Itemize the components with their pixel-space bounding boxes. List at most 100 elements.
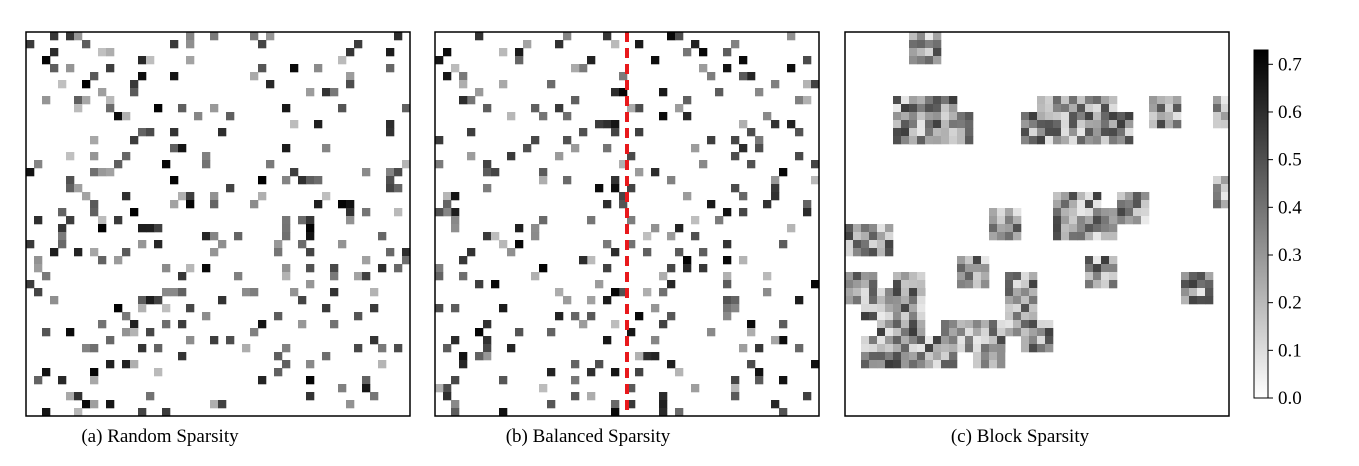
heatmap-cell — [1053, 232, 1062, 241]
heatmap-cell — [42, 96, 51, 105]
heatmap-cell — [146, 56, 155, 65]
heatmap-cells-balanced — [435, 32, 820, 417]
heatmap-cell — [691, 144, 700, 153]
heatmap-cell — [483, 160, 492, 169]
heatmap-cell — [917, 304, 926, 313]
heatmap-cell — [861, 272, 870, 281]
heatmap-cell — [1093, 232, 1102, 241]
heatmap-cell — [885, 304, 894, 313]
heatmap-cell — [901, 312, 910, 321]
heatmap-cell — [362, 272, 371, 281]
heatmap-cell — [869, 248, 878, 257]
heatmap-cell — [877, 288, 886, 297]
heatmap-cell — [579, 320, 588, 329]
heatmap-cell — [989, 344, 998, 353]
heatmap-cell — [82, 192, 91, 201]
heatmap-cell — [451, 208, 460, 217]
heatmap-cell — [290, 64, 299, 73]
heatmap-cell — [90, 136, 99, 145]
heatmap-cell — [435, 208, 444, 217]
heatmap-cell — [917, 288, 926, 297]
heatmap-cell — [893, 344, 902, 353]
heatmap-cell — [1013, 272, 1022, 281]
heatmap-cell — [611, 128, 620, 137]
heatmap-cell — [443, 384, 452, 393]
heatmap-cell — [218, 128, 227, 137]
heatmap-cell — [130, 88, 139, 97]
heatmap-cell — [595, 280, 604, 289]
heatmap-cell — [186, 200, 195, 209]
heatmap-cell — [909, 128, 918, 137]
heatmap-cell — [330, 320, 339, 329]
heatmap-cell — [619, 72, 628, 81]
heatmap-cell — [1061, 128, 1070, 137]
heatmap-cell — [459, 352, 468, 361]
heatmap-cell — [1109, 272, 1118, 281]
heatmap-cell — [258, 176, 267, 185]
heatmap-cell — [122, 192, 131, 201]
heatmap-cell — [274, 248, 283, 257]
heatmap-cell — [82, 96, 91, 105]
heatmap-cell — [443, 392, 452, 401]
heatmap-cell — [1045, 336, 1054, 345]
panel-random-sparsity: (a) Random Sparsity — [25, 31, 411, 447]
heatmap-cell — [893, 304, 902, 313]
heatmap-cell — [218, 240, 227, 249]
heatmap-cell — [451, 408, 460, 417]
heatmap-cell — [314, 176, 323, 185]
heatmap-cell — [1109, 208, 1118, 217]
heatmap-cell — [853, 296, 862, 305]
heatmap-cell — [58, 224, 67, 233]
heatmap-cell — [909, 112, 918, 121]
heatmap-cell — [547, 400, 556, 409]
heatmap-cell — [925, 120, 934, 129]
heatmap-cell — [739, 120, 748, 129]
heatmap-cell — [587, 216, 596, 225]
heatmap-cell — [402, 160, 411, 169]
heatmap-cell — [739, 192, 748, 201]
heatmap-cell — [346, 216, 355, 225]
heatmap-cell — [1125, 136, 1134, 145]
heatmap-cell — [877, 224, 886, 233]
heatmap-cell — [723, 304, 732, 313]
heatmap-cell — [523, 144, 532, 153]
heatmap-cell — [138, 128, 147, 137]
heatmap-cell — [651, 56, 660, 65]
heatmap-cell — [42, 328, 51, 337]
heatmap-cell — [869, 224, 878, 233]
heatmap-cell — [933, 48, 942, 57]
heatmap-cell — [997, 360, 1006, 369]
heatmap-cell — [941, 328, 950, 337]
heatmap-cell — [394, 32, 403, 41]
heatmap-cell — [26, 168, 35, 177]
heatmap-cell — [106, 48, 115, 57]
heatmap-cell — [683, 48, 692, 57]
heatmap-cell — [1093, 96, 1102, 105]
heatmap-cell — [1045, 96, 1054, 105]
heatmap-cell — [917, 136, 926, 145]
heatmap-cell — [989, 336, 998, 345]
heatmap-cell — [330, 88, 339, 97]
heatmap-cell — [1093, 216, 1102, 225]
heatmap-cell — [909, 360, 918, 369]
heatmap-cell — [1021, 112, 1030, 121]
heatmap-cell — [981, 328, 990, 337]
heatmap-cell — [917, 40, 926, 49]
heatmap-cell — [917, 320, 926, 329]
heatmap-cell — [1077, 128, 1086, 137]
heatmap-cell — [925, 360, 934, 369]
heatmap-cell — [933, 360, 942, 369]
heatmap-cell — [731, 40, 740, 49]
heatmap-cell — [258, 376, 267, 385]
heatmap-cell — [1077, 224, 1086, 233]
heatmap-cell — [901, 328, 910, 337]
heatmap-cell — [298, 320, 307, 329]
heatmap-cell — [973, 352, 982, 361]
heatmap-cell — [66, 152, 75, 161]
heatmap-cell — [925, 48, 934, 57]
heatmap-cell — [1085, 256, 1094, 265]
heatmap-cell — [346, 80, 355, 89]
heatmap-cell — [901, 128, 910, 137]
heatmap-cell — [194, 112, 203, 121]
heatmap-cell — [1085, 264, 1094, 273]
